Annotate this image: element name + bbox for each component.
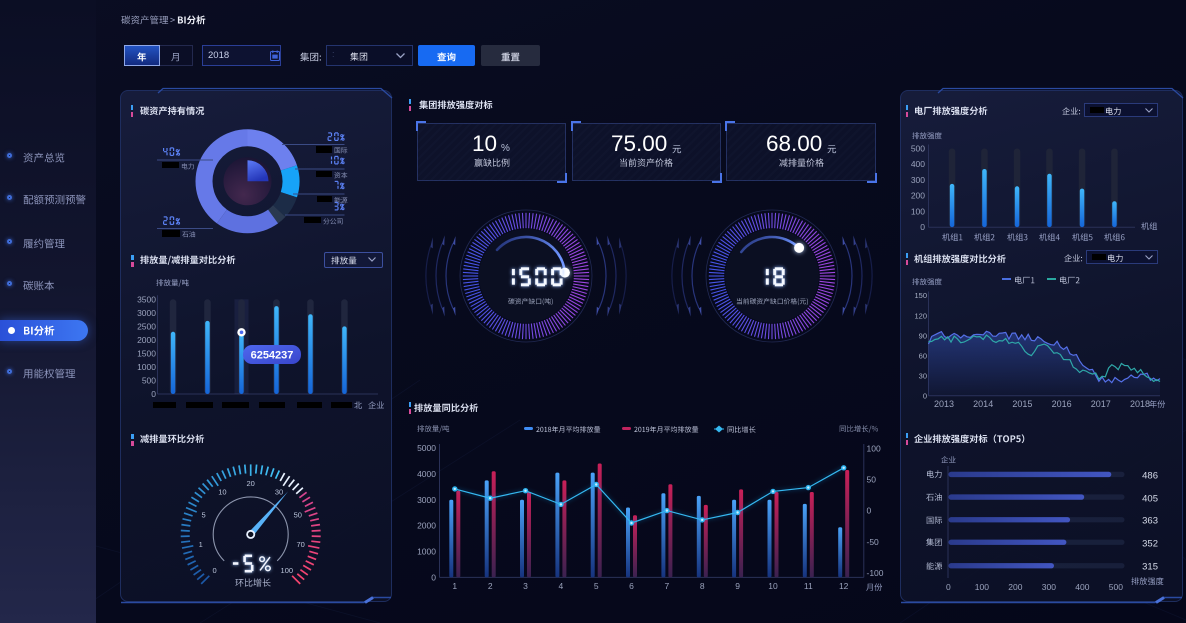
svg-text:-50: -50 bbox=[867, 537, 880, 547]
svg-text:100: 100 bbox=[975, 582, 989, 592]
svg-text:75.00: 75.00 bbox=[611, 131, 667, 156]
svg-text:5: 5 bbox=[594, 581, 599, 591]
svg-text:8: 8 bbox=[700, 581, 705, 591]
svg-text:2015: 2015 bbox=[1012, 399, 1032, 409]
svg-text:10: 10 bbox=[768, 581, 778, 591]
svg-text:300: 300 bbox=[911, 175, 925, 185]
svg-text:2000: 2000 bbox=[417, 521, 436, 531]
svg-text:7: 7 bbox=[665, 581, 670, 591]
svg-text:0: 0 bbox=[946, 582, 951, 592]
svg-text:3500: 3500 bbox=[137, 294, 156, 304]
svg-text:0: 0 bbox=[923, 392, 927, 401]
svg-text:2018: 2018 bbox=[1130, 399, 1150, 409]
svg-text:30: 30 bbox=[919, 371, 927, 380]
svg-text:0: 0 bbox=[151, 389, 156, 399]
svg-text:2500: 2500 bbox=[137, 321, 156, 331]
svg-text:500: 500 bbox=[911, 144, 925, 154]
svg-text:4: 4 bbox=[559, 581, 564, 591]
svg-text:500: 500 bbox=[1109, 582, 1123, 592]
svg-text:%: % bbox=[501, 143, 510, 154]
svg-text:68.00: 68.00 bbox=[766, 131, 822, 156]
svg-text:0: 0 bbox=[431, 572, 436, 582]
svg-text:1000: 1000 bbox=[417, 547, 436, 557]
svg-text:6: 6 bbox=[629, 581, 634, 591]
svg-text:363: 363 bbox=[1142, 516, 1158, 527]
svg-text:3: 3 bbox=[523, 581, 528, 591]
svg-text:405: 405 bbox=[1142, 493, 1158, 504]
svg-text:90: 90 bbox=[919, 331, 927, 340]
svg-text:120: 120 bbox=[914, 311, 927, 320]
svg-text:1: 1 bbox=[199, 540, 203, 549]
svg-text:2016: 2016 bbox=[1052, 399, 1072, 409]
svg-text:2017: 2017 bbox=[1091, 399, 1111, 409]
svg-text:2014: 2014 bbox=[973, 399, 993, 409]
svg-text:30: 30 bbox=[275, 488, 283, 497]
svg-text:60: 60 bbox=[919, 351, 927, 360]
svg-text:50: 50 bbox=[867, 475, 877, 485]
svg-text:0: 0 bbox=[867, 506, 872, 516]
svg-text:12: 12 bbox=[839, 581, 849, 591]
svg-text:3000: 3000 bbox=[137, 308, 156, 318]
svg-text:9: 9 bbox=[735, 581, 740, 591]
svg-text:3000: 3000 bbox=[417, 495, 436, 505]
svg-text:100: 100 bbox=[911, 207, 925, 217]
svg-text:486: 486 bbox=[1142, 470, 1158, 481]
svg-text:5000: 5000 bbox=[417, 443, 436, 453]
svg-text:100: 100 bbox=[281, 566, 294, 575]
svg-text:50: 50 bbox=[294, 511, 302, 520]
svg-text:400: 400 bbox=[1075, 582, 1089, 592]
svg-text:6254237: 6254237 bbox=[251, 350, 294, 362]
svg-text:315: 315 bbox=[1142, 562, 1158, 573]
svg-text:10: 10 bbox=[472, 131, 497, 156]
svg-text:200: 200 bbox=[911, 191, 925, 201]
svg-text:2013: 2013 bbox=[934, 399, 954, 409]
svg-text:1: 1 bbox=[452, 581, 457, 591]
svg-text:200: 200 bbox=[1008, 582, 1022, 592]
svg-text:352: 352 bbox=[1142, 538, 1158, 549]
svg-text:500: 500 bbox=[142, 376, 156, 386]
svg-text:1500: 1500 bbox=[137, 348, 156, 358]
svg-text:0: 0 bbox=[213, 566, 217, 575]
svg-text:11: 11 bbox=[804, 581, 813, 591]
svg-text:150: 150 bbox=[914, 291, 927, 300]
svg-text:5: 5 bbox=[202, 511, 206, 520]
svg-text::: : bbox=[332, 49, 335, 59]
svg-text:100: 100 bbox=[867, 444, 881, 454]
svg-text:2018: 2018 bbox=[208, 50, 229, 61]
svg-text:10: 10 bbox=[218, 488, 226, 497]
svg-text:-100: -100 bbox=[867, 568, 884, 578]
svg-text:2000: 2000 bbox=[137, 335, 156, 345]
svg-text:70: 70 bbox=[297, 540, 305, 549]
svg-text:2: 2 bbox=[488, 581, 493, 591]
svg-text:300: 300 bbox=[1042, 582, 1056, 592]
svg-text:20: 20 bbox=[247, 479, 255, 488]
svg-text:0: 0 bbox=[920, 222, 925, 232]
svg-text:1000: 1000 bbox=[137, 362, 156, 372]
svg-text:400: 400 bbox=[911, 159, 925, 169]
svg-text:4000: 4000 bbox=[417, 469, 436, 479]
